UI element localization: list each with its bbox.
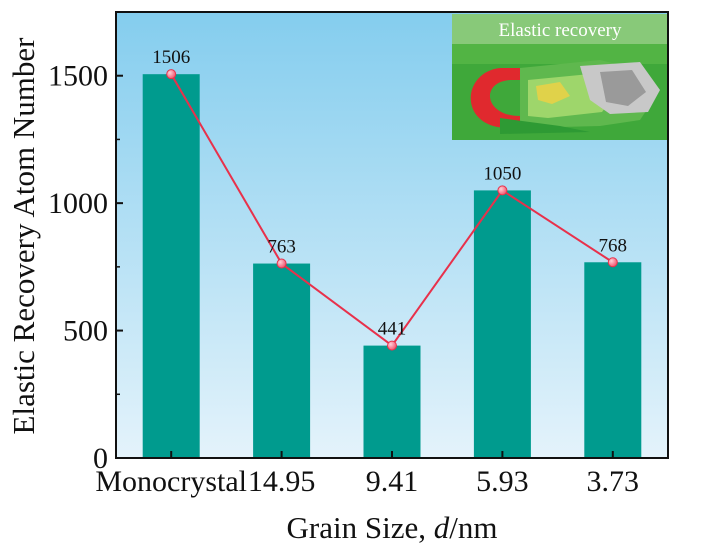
inset-label: Elastic recovery [499,20,622,41]
data-label-group: 1506 763 441 1050 768 [152,47,627,339]
bar [253,263,311,458]
line-marker [497,185,508,196]
line-marker [166,69,177,80]
line-marker [387,340,397,351]
data-label: 763 [267,237,296,258]
y-axis: 0 500 1000 1500 [48,60,123,475]
y-tick-label: 1500 [48,60,108,93]
x-tick-label: 5.93 [476,465,529,498]
y-tick-label: 0 [93,442,108,475]
marker-group [166,69,618,351]
inset-image: Elastic recovery [452,14,668,140]
line-marker [607,257,618,268]
bar [584,262,642,458]
x-tick-label: 14.95 [248,465,316,498]
x-tick-label: 9.41 [366,465,419,498]
data-label: 768 [599,235,628,256]
bar [473,190,531,458]
x-axis-title-main: Grain Size, [287,510,434,545]
x-tick-label: Monocrystal [95,465,247,498]
bar [142,74,200,458]
y-tick-label: 500 [63,315,108,348]
x-axis: Monocrystal 14.95 9.41 5.93 3.73 [95,451,639,498]
data-label: 1050 [483,163,521,184]
x-axis-title-unit: /nm [449,510,497,545]
data-label: 1506 [152,47,190,68]
x-axis-title-italic: d [434,510,450,545]
x-tick-label: 3.73 [587,465,640,498]
bar [363,345,421,458]
x-axis-title: Grain Size, d/nm [287,510,498,545]
y-axis-title: Elastic Recovery Atom Number [6,37,41,435]
line-marker [276,258,287,269]
y-tick-label: 1000 [48,187,108,220]
data-label: 441 [378,319,407,340]
bar-group [142,74,642,458]
